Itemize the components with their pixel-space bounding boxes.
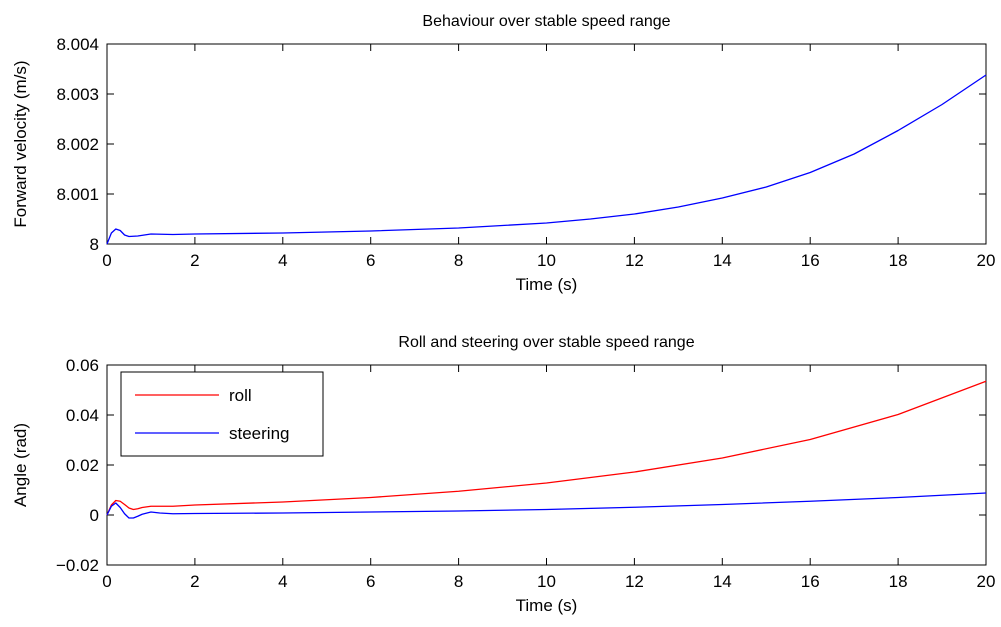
x-tick-label: 0: [102, 572, 111, 591]
chart-title: Behaviour over stable speed range: [422, 13, 670, 30]
y-tick-label: 8.002: [56, 135, 99, 154]
series-line-roll: [106, 380, 987, 516]
x-tick-label: 6: [366, 572, 375, 591]
y-axis-label: Angle (rad): [11, 423, 30, 507]
x-tick-label: 14: [713, 572, 732, 591]
x-tick-label: 18: [889, 572, 908, 591]
x-tick-label: 8: [454, 251, 463, 270]
y-tick-label: 8.003: [56, 85, 99, 104]
axes-frame-1: [106, 43, 987, 245]
y-tick-label: 0.02: [66, 456, 99, 475]
y-tick-label: 0.06: [66, 356, 99, 375]
y-tick-label: 0: [90, 506, 99, 525]
x-tick-label: 16: [801, 572, 820, 591]
x-tick-label: 12: [625, 251, 644, 270]
legend-label-roll: roll: [229, 386, 252, 405]
legend-box: [120, 371, 324, 457]
x-tick-label: 20: [977, 572, 996, 591]
y-tick-label: 0.04: [66, 406, 99, 425]
chart-title: Roll and steering over stable speed rang…: [398, 334, 694, 351]
x-tick-label: 4: [278, 572, 287, 591]
x-tick-label: 16: [801, 251, 820, 270]
x-tick-label: 0: [102, 251, 111, 270]
y-tick-label: −0.02: [56, 556, 99, 575]
x-tick-label: 4: [278, 251, 287, 270]
y-tick-label: 8.001: [56, 185, 99, 204]
x-tick-label: 10: [537, 251, 556, 270]
x-tick-label: 2: [190, 572, 199, 591]
x-tick-label: 2: [190, 251, 199, 270]
x-tick-label: 14: [713, 251, 732, 270]
x-tick-label: 8: [454, 572, 463, 591]
y-tick-label: 8: [90, 235, 99, 254]
legend-label-steering: steering: [229, 424, 289, 443]
series-line-steering: [106, 492, 987, 519]
x-tick-label: 6: [366, 251, 375, 270]
x-tick-label: 20: [977, 251, 996, 270]
y-tick-label: 8.004: [56, 35, 99, 54]
x-tick-label: 10: [537, 572, 556, 591]
x-axis-label: Time (s): [516, 275, 578, 294]
x-tick-label: 18: [889, 251, 908, 270]
y-axis-label: Forward velocity (m/s): [11, 60, 30, 227]
x-axis-label: Time (s): [516, 596, 578, 615]
series-line-series-1: [106, 74, 987, 245]
x-tick-label: 12: [625, 572, 644, 591]
